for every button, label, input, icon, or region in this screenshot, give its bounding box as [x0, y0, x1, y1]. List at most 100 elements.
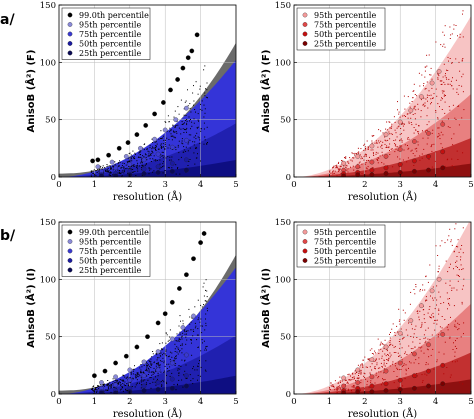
- scatter-point: [175, 363, 177, 365]
- scatter-point: [168, 144, 170, 146]
- scatter-point: [419, 310, 421, 312]
- series-point: [127, 162, 133, 167]
- scatter-point: [393, 346, 395, 348]
- scatter-point: [192, 329, 194, 331]
- scatter-point: [458, 204, 459, 205]
- scatter-point: [410, 117, 412, 119]
- scatter-point: [161, 155, 163, 157]
- scatter-point: [434, 297, 436, 299]
- scatter-point: [389, 150, 390, 151]
- scatter-point: [190, 339, 192, 341]
- scatter-point: [177, 348, 179, 350]
- scatter-point: [394, 151, 396, 153]
- scatter-point: [456, 150, 458, 152]
- scatter-point: [339, 382, 341, 383]
- scatter-point: [193, 122, 195, 124]
- scatter-point: [207, 310, 208, 312]
- scatter-point: [140, 369, 142, 371]
- scatter-point: [109, 172, 111, 174]
- scatter-point: [104, 168, 106, 170]
- scatter-point: [164, 149, 166, 151]
- scatter-point: [169, 159, 171, 161]
- series-point: [383, 344, 389, 350]
- legend-label: 50th percentile: [79, 257, 141, 266]
- scatter-point: [401, 334, 403, 336]
- scatter-point: [414, 293, 416, 295]
- scatter-point: [336, 164, 338, 166]
- scatter-point: [329, 171, 330, 173]
- scatter-point: [110, 169, 112, 170]
- scatter-point: [461, 301, 463, 303]
- scatter-point: [457, 246, 459, 248]
- scatter-point: [417, 103, 419, 105]
- scatter-point: [203, 304, 204, 306]
- series-point: [383, 132, 389, 137]
- scatter-point: [141, 162, 143, 164]
- scatter-point: [344, 166, 346, 168]
- scatter-point: [412, 348, 414, 350]
- x-tick-label: 4: [198, 397, 203, 407]
- scatter-point: [392, 323, 394, 325]
- scatter-point: [162, 357, 164, 359]
- scatter-point: [205, 279, 207, 281]
- scatter-point: [98, 386, 100, 388]
- x-tick-label: 1: [327, 397, 332, 407]
- scatter-point: [431, 78, 433, 80]
- scatter-point: [377, 377, 379, 379]
- scatter-point: [187, 105, 189, 107]
- scatter-point: [165, 381, 167, 383]
- scatter-point: [391, 133, 393, 135]
- scatter-point: [201, 339, 203, 341]
- scatter-point: [197, 319, 199, 321]
- y-tick-label: 50: [280, 116, 291, 126]
- scatter-point: [126, 383, 128, 385]
- scatter-point: [173, 384, 175, 386]
- scatter-point: [197, 347, 199, 348]
- series-point: [92, 373, 97, 379]
- scatter-point: [424, 88, 426, 90]
- legend-label: 50th percentile: [79, 40, 141, 49]
- scatter-point: [115, 379, 117, 381]
- scatter-point: [130, 154, 132, 156]
- scatter-point: [363, 159, 365, 161]
- scatter-point: [392, 344, 394, 346]
- scatter-point: [152, 351, 154, 352]
- scatter-point: [360, 373, 362, 375]
- scatter-point: [351, 160, 353, 162]
- scatter-point: [378, 353, 380, 354]
- scatter-point: [437, 73, 439, 75]
- scatter-point: [443, 373, 445, 375]
- scatter-point: [406, 354, 408, 355]
- scatter-point: [403, 115, 405, 117]
- scatter-point: [197, 365, 199, 367]
- scatter-point: [171, 167, 173, 169]
- scatter-point: [356, 377, 358, 379]
- scatter-point: [132, 377, 134, 379]
- scatter-point: [408, 322, 409, 324]
- scatter-point: [122, 162, 124, 164]
- scatter-point: [433, 316, 435, 318]
- scatter-point: [155, 145, 157, 147]
- scatter-point: [428, 54, 430, 56]
- scatter-point: [132, 171, 134, 173]
- scatter-point: [126, 377, 128, 379]
- scatter-point: [345, 388, 347, 390]
- scatter-point: [367, 392, 369, 394]
- scatter-point: [361, 364, 363, 366]
- scatter-point: [205, 289, 206, 291]
- scatter-point: [197, 136, 199, 138]
- scatter-point: [142, 379, 144, 381]
- scatter-point: [411, 101, 413, 102]
- scatter-point: [419, 155, 421, 157]
- scatter-point: [462, 252, 464, 254]
- scatter-point: [443, 302, 445, 304]
- scatter-point: [194, 163, 196, 165]
- scatter-point: [197, 328, 199, 330]
- scatter-point: [441, 327, 443, 329]
- scatter-point: [440, 99, 442, 101]
- scatter-point: [428, 95, 430, 96]
- scatter-point: [196, 132, 198, 134]
- scatter-point: [344, 157, 346, 158]
- scatter-point: [168, 355, 170, 357]
- scatter-point: [399, 140, 401, 142]
